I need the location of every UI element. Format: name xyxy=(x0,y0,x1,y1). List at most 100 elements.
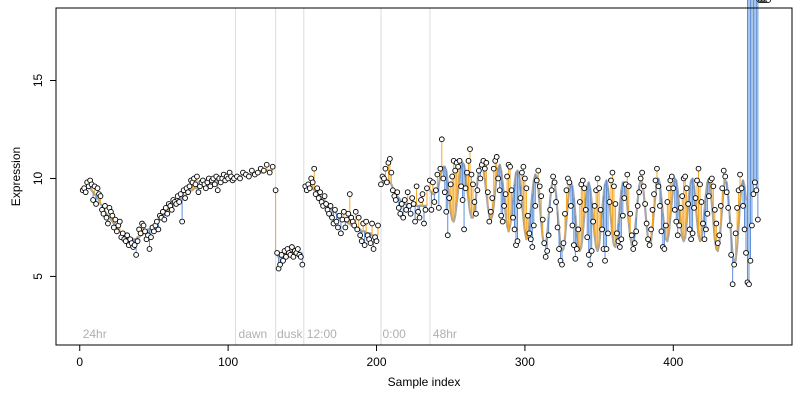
data-point xyxy=(416,214,423,221)
data-point xyxy=(722,173,729,180)
data-point xyxy=(446,195,453,201)
data-point xyxy=(289,244,295,250)
data-point xyxy=(605,230,611,237)
data-point xyxy=(746,281,752,288)
data-point xyxy=(272,187,279,194)
data-point xyxy=(105,220,111,227)
data-point xyxy=(614,230,620,237)
data-point xyxy=(413,183,420,190)
data-point xyxy=(507,163,513,170)
data-point xyxy=(481,165,488,172)
y-tick-label: 10 xyxy=(31,171,45,185)
data-point xyxy=(487,208,494,215)
data-point xyxy=(440,175,447,182)
data-point xyxy=(544,248,551,254)
data-point xyxy=(670,185,677,192)
data-point xyxy=(493,154,500,160)
data-point xyxy=(295,246,301,252)
data-point xyxy=(179,218,185,225)
data-point xyxy=(657,203,663,209)
data-point xyxy=(694,177,700,184)
data-point xyxy=(400,214,407,221)
data-point xyxy=(523,185,530,192)
data-point xyxy=(529,244,536,250)
data-point xyxy=(504,173,510,180)
data-point xyxy=(327,203,334,209)
data-point xyxy=(501,203,507,209)
plot-frame xyxy=(55,7,793,346)
data-point xyxy=(612,201,619,207)
data-point xyxy=(526,230,533,237)
data-point xyxy=(539,216,546,223)
data-point xyxy=(422,206,429,213)
data-point xyxy=(140,222,147,229)
data-point xyxy=(624,171,631,178)
data-point xyxy=(627,210,634,217)
data-point xyxy=(631,240,638,246)
x-tick-label: 400 xyxy=(663,355,683,369)
data-point xyxy=(663,222,669,229)
data-point xyxy=(541,240,548,246)
data-point xyxy=(636,189,643,196)
data-point xyxy=(527,236,534,243)
data-point xyxy=(603,246,610,252)
data-point xyxy=(709,175,715,182)
data-point xyxy=(335,224,341,231)
data-point xyxy=(588,248,595,254)
data-point xyxy=(154,218,160,225)
data-point xyxy=(508,187,515,194)
data-point xyxy=(177,191,184,197)
data-point xyxy=(502,191,509,197)
data-point xyxy=(326,210,332,217)
data-point xyxy=(625,183,632,190)
data-point xyxy=(489,195,496,201)
region-label: 48hr xyxy=(433,327,457,341)
data-point xyxy=(176,199,183,205)
data-point xyxy=(467,146,473,152)
data-point xyxy=(266,169,273,176)
data-point xyxy=(695,165,702,172)
data-point xyxy=(530,222,537,229)
data-point xyxy=(674,232,681,239)
data-point xyxy=(575,226,582,233)
data-point xyxy=(550,173,556,180)
data-point xyxy=(433,187,439,194)
data-point xyxy=(361,242,368,248)
x-tick-label: 100 xyxy=(218,355,238,369)
data-point xyxy=(664,199,671,205)
data-point xyxy=(237,175,243,182)
data-point xyxy=(428,206,435,213)
data-point xyxy=(398,201,405,207)
data-point xyxy=(710,183,717,190)
data-point xyxy=(532,203,539,209)
data-point xyxy=(346,191,353,197)
data-point xyxy=(161,216,168,223)
data-point xyxy=(395,204,402,211)
data-point xyxy=(584,234,591,241)
y-tick-label: 5 xyxy=(31,273,45,280)
data-point xyxy=(621,195,628,201)
data-point xyxy=(594,175,601,182)
data-point xyxy=(109,212,116,219)
data-point xyxy=(697,181,703,188)
data-point xyxy=(676,222,683,229)
data-point xyxy=(740,203,746,209)
data-point xyxy=(146,246,153,252)
data-point xyxy=(470,181,476,188)
data-point xyxy=(333,218,340,225)
data-point xyxy=(602,257,608,264)
data-point xyxy=(646,242,653,248)
data-point xyxy=(520,163,527,170)
region-label: 12:00 xyxy=(307,327,337,341)
data-point xyxy=(703,226,709,233)
data-point xyxy=(597,206,604,213)
x-tick-label: 200 xyxy=(367,355,387,369)
data-point xyxy=(397,210,404,217)
data-point xyxy=(381,175,387,182)
data-point xyxy=(692,195,699,201)
data-point xyxy=(254,169,261,176)
data-point xyxy=(535,167,542,174)
data-point xyxy=(714,240,721,246)
y-tick-label: 15 xyxy=(31,74,45,88)
